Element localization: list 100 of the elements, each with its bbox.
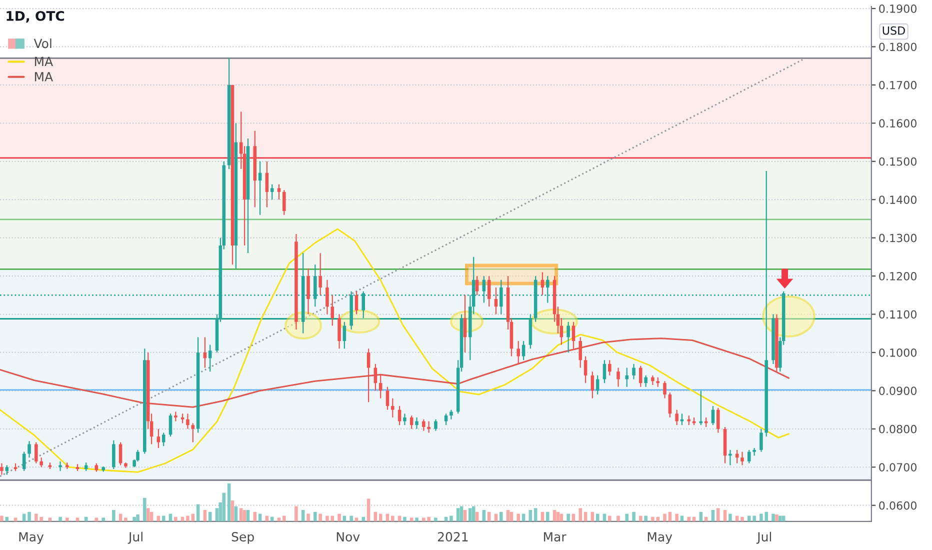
bar [28, 512, 31, 522]
candlestick [644, 374, 648, 388]
bar [234, 506, 238, 522]
bar [434, 518, 438, 522]
candlestick [378, 374, 382, 399]
candlestick [540, 272, 544, 296]
bar [102, 518, 105, 522]
bar [143, 498, 146, 522]
y-tick-label: 0.1000 [879, 348, 917, 357]
candlestick [415, 416, 418, 430]
bar [136, 514, 140, 522]
y-tick-label: 0.1900 [879, 4, 917, 13]
y-tick-label: 0.1600 [879, 119, 917, 128]
x-tick-label: 2021 [438, 532, 468, 542]
candlestick [590, 371, 594, 399]
bar [468, 508, 472, 522]
candlestick [191, 422, 195, 443]
candlestick [282, 189, 286, 216]
bar [415, 518, 418, 522]
bar [338, 514, 341, 522]
y-tick-label: 0.1500 [879, 157, 917, 166]
candlestick [427, 420, 430, 434]
bar [391, 516, 394, 522]
y-tick-label: 0.1400 [879, 196, 917, 204]
candlestick [34, 442, 38, 464]
candlestick [386, 386, 390, 410]
candlestick [434, 418, 438, 432]
bar [66, 518, 69, 522]
bar [230, 500, 234, 522]
bar [450, 516, 453, 522]
candlestick [584, 356, 588, 384]
candlestick [366, 348, 370, 403]
candlestick [716, 407, 720, 434]
candlestick [174, 411, 178, 422]
candlestick [258, 160, 262, 216]
bar [456, 508, 460, 522]
legend-label: Vol [34, 38, 52, 48]
bar [625, 514, 629, 522]
x-tick-label: May [19, 532, 44, 544]
candlestick [391, 398, 394, 418]
candlestick [663, 380, 666, 399]
bar [778, 516, 782, 522]
candlestick [687, 414, 691, 426]
candlestick [118, 442, 122, 466]
bar [616, 516, 620, 522]
candlestick [487, 275, 491, 308]
candlestick [651, 374, 654, 386]
candlestick [675, 409, 678, 426]
chart-title: 1D, OTC [6, 10, 64, 23]
bar [687, 516, 691, 522]
y-tick-label: 0.0900 [879, 386, 917, 396]
candlestick [410, 414, 414, 430]
bar [318, 514, 322, 522]
candlestick [616, 367, 620, 388]
candlestick [342, 321, 346, 350]
bar [366, 498, 370, 522]
bar [639, 516, 642, 522]
candlestick [639, 365, 642, 388]
bar [146, 508, 150, 522]
candlestick [760, 428, 763, 452]
candlestick [566, 321, 570, 354]
candlestick [330, 294, 334, 326]
bar [578, 508, 582, 522]
candlestick [270, 184, 274, 200]
x-tick-label: Jul [756, 532, 772, 544]
bar [112, 510, 116, 522]
bar [608, 516, 612, 522]
x-tick-label: May [648, 532, 672, 544]
bar [675, 514, 678, 522]
candlestick [632, 363, 636, 380]
candlestick [58, 460, 62, 472]
candlestick [318, 252, 322, 296]
candlestick [156, 428, 160, 449]
bar [728, 514, 732, 522]
bar [566, 514, 570, 522]
candlestick [112, 440, 116, 470]
candlestick [277, 184, 281, 200]
bar [472, 506, 476, 522]
candlestick [422, 418, 426, 432]
y-tick-label: 0.0800 [879, 424, 917, 434]
candlestick [668, 392, 672, 418]
bar [716, 508, 720, 522]
candlestick [168, 413, 172, 438]
bar [632, 512, 636, 522]
candlestick [374, 363, 378, 392]
candlestick [403, 413, 406, 426]
candlestick [572, 321, 576, 350]
y-tick-label: 0.1700 [879, 80, 917, 90]
candlestick [208, 344, 212, 372]
bar [362, 516, 366, 522]
candlestick [656, 376, 660, 388]
bar [500, 512, 503, 522]
candlestick [398, 405, 402, 426]
candlestick [463, 294, 467, 354]
x-tick-label: Mar [544, 532, 566, 542]
legend-label: MA [34, 72, 53, 82]
bar [132, 516, 136, 522]
bar [740, 516, 744, 522]
bar [239, 508, 243, 522]
candlestick [602, 360, 606, 384]
